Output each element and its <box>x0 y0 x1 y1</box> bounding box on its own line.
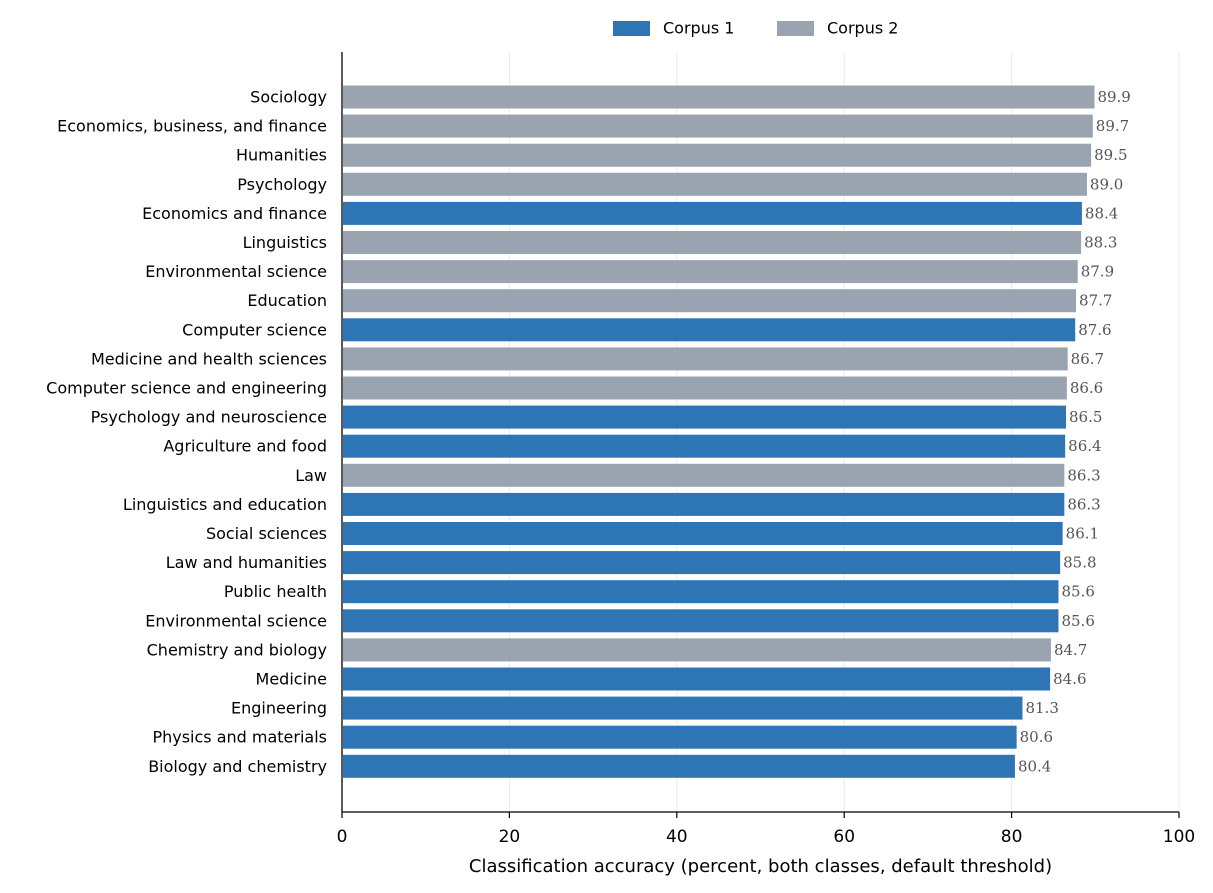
bar <box>343 405 1067 429</box>
bars-group <box>343 85 1095 778</box>
bar <box>343 114 1093 138</box>
category-labels-group: Sociology Economics, business, and financ… <box>46 88 327 776</box>
value-labels-group: 89.9 89.7 89.5 89.0 88.4 88.3 87.9 87.7 87.6 86.7… <box>1018 88 1131 775</box>
category-label: Humanities <box>236 146 327 165</box>
value-label: 86.6 <box>1070 379 1103 397</box>
value-label: 87.6 <box>1078 321 1111 339</box>
legend: Corpus 1 Corpus 2 <box>613 19 898 38</box>
x-tick-label: 0 <box>337 827 348 847</box>
bar <box>343 580 1059 604</box>
x-tick-label: 40 <box>666 827 688 847</box>
category-label: Physics and materials <box>152 728 327 747</box>
bar <box>343 551 1061 575</box>
value-label: 86.4 <box>1068 437 1101 455</box>
bar <box>343 143 1092 167</box>
legend-swatch <box>613 21 650 36</box>
category-label: Computer science <box>182 320 327 339</box>
category-label: Law and humanities <box>166 553 327 572</box>
value-label: 81.3 <box>1025 699 1058 717</box>
category-label: Law <box>295 466 327 485</box>
bar <box>343 754 1015 778</box>
category-label: Economics and finance <box>142 204 327 223</box>
value-label: 88.3 <box>1084 234 1117 252</box>
value-label: 85.8 <box>1063 554 1096 572</box>
value-label: 87.7 <box>1079 292 1112 310</box>
x-tick-label: 20 <box>499 827 521 847</box>
x-tick-label: 80 <box>1001 827 1023 847</box>
bar <box>343 260 1078 284</box>
bar <box>343 638 1051 662</box>
bar <box>343 609 1059 633</box>
bar <box>343 522 1063 545</box>
x-tick-label: 100 <box>1163 827 1195 847</box>
value-label: 86.3 <box>1067 466 1100 484</box>
category-label: Education <box>247 291 327 310</box>
category-label: Agriculture and food <box>163 437 327 456</box>
value-label: 84.6 <box>1053 670 1086 688</box>
x-axis-title: Classification accuracy (percent, both c… <box>469 856 1052 877</box>
value-label: 80.4 <box>1018 757 1051 775</box>
category-label: Psychology and neuroscience <box>91 408 327 427</box>
value-label: 89.0 <box>1090 175 1123 193</box>
value-label: 85.6 <box>1061 612 1094 630</box>
bar <box>343 347 1068 371</box>
legend-swatch <box>777 21 814 36</box>
category-label: Chemistry and biology <box>147 640 327 659</box>
value-label: 89.9 <box>1097 88 1130 106</box>
category-label: Medicine <box>256 670 327 689</box>
bar <box>343 318 1076 342</box>
value-label: 84.7 <box>1054 641 1087 659</box>
bar <box>343 434 1066 458</box>
category-label: Public health <box>224 582 327 601</box>
bar <box>343 289 1077 313</box>
legend-label: Corpus 1 <box>663 19 734 38</box>
value-label: 86.1 <box>1066 525 1099 543</box>
value-label: 89.7 <box>1096 117 1129 135</box>
category-label: Social sciences <box>206 524 327 543</box>
category-label: Economics, business, and finance <box>57 117 327 136</box>
category-label: Environmental science <box>145 262 327 281</box>
bar <box>343 231 1082 254</box>
category-label: Engineering <box>231 699 327 718</box>
value-label: 87.9 <box>1081 263 1114 281</box>
value-label: 89.5 <box>1094 146 1127 164</box>
category-label: Computer science and engineering <box>46 379 327 398</box>
value-label: 80.6 <box>1020 728 1053 746</box>
value-label: 86.5 <box>1069 408 1102 426</box>
bar <box>343 376 1067 400</box>
value-label: 88.4 <box>1085 204 1118 222</box>
bar <box>343 463 1065 487</box>
bar <box>343 201 1082 225</box>
category-label: Linguistics and education <box>123 495 327 514</box>
bar <box>343 172 1087 196</box>
category-label: Biology and chemistry <box>148 757 327 776</box>
category-label: Linguistics <box>243 233 327 252</box>
x-tick-label: 60 <box>833 827 855 847</box>
bar <box>343 85 1095 109</box>
bar <box>343 696 1023 720</box>
category-label: Sociology <box>250 88 327 107</box>
category-label: Medicine and health sciences <box>91 349 327 368</box>
category-label: Psychology <box>237 175 327 194</box>
x-axis-ticks: 0 20 40 60 80 100 <box>337 812 1195 847</box>
legend-label: Corpus 2 <box>827 19 898 38</box>
category-label: Environmental science <box>145 611 327 630</box>
bar <box>343 725 1017 749</box>
bar <box>343 667 1051 691</box>
bar <box>343 492 1065 516</box>
value-label: 86.3 <box>1067 495 1100 513</box>
value-label: 85.6 <box>1061 583 1094 601</box>
value-label: 86.7 <box>1071 350 1104 368</box>
